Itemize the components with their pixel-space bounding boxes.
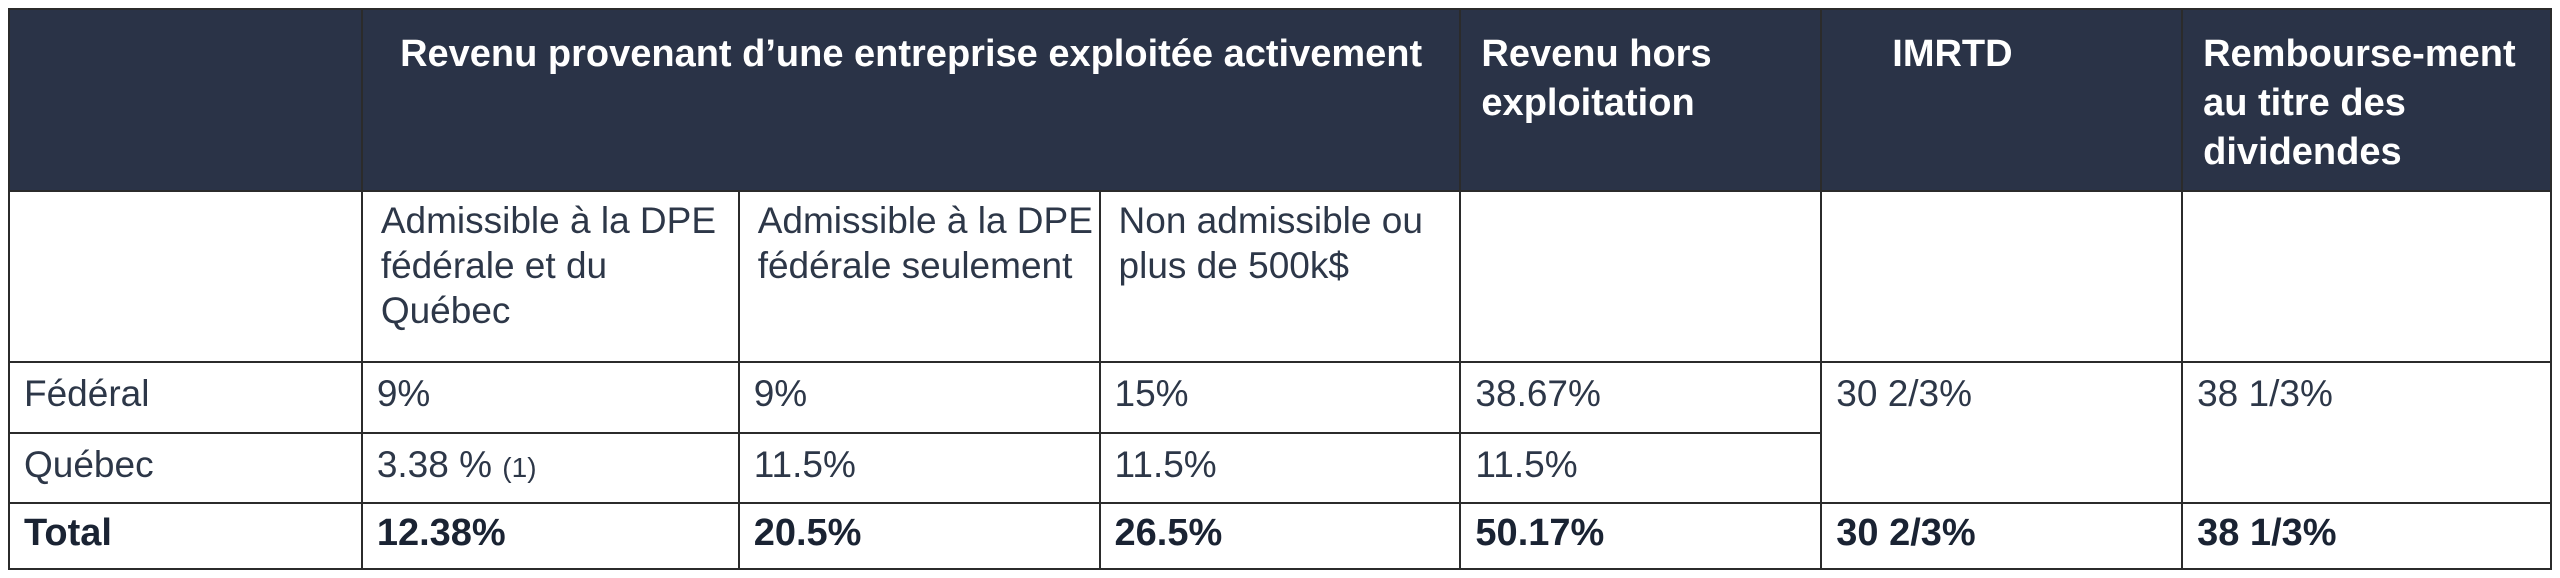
- table-row-federal: Fédéral 9% 9% 15% 38.67% 30 2/3% 38 1/3%: [8, 361, 2552, 505]
- cell-quebec-fed-qc-value: 3.38 %: [376, 443, 493, 485]
- subheader-empty-non-operating: [1459, 189, 1823, 364]
- cell-total-dividend-refund: 38 1/3%: [2181, 502, 2552, 570]
- cell-federal-fed-only: 9%: [737, 361, 1101, 434]
- header-non-operating: Revenu hors exploitation: [1459, 8, 1823, 192]
- footnote-marker: (1): [502, 451, 537, 483]
- cell-quebec-fed-only: 11.5%: [737, 431, 1101, 505]
- cell-quebec-fed-qc: 3.38 % (1): [360, 431, 740, 505]
- cell-imrtd-merged: 30 2/3%: [1820, 361, 2184, 505]
- row-label-total: Total: [8, 502, 363, 570]
- cell-quebec-non-eligible: 11.5%: [1098, 431, 1462, 505]
- tax-rate-table: Revenu provenant d’une entreprise exploi…: [8, 8, 2552, 570]
- tax-rate-table-container: Revenu provenant d’une entreprise exploi…: [8, 8, 2552, 570]
- subheader-fed-only: Admissible à la DPE fédérale seulement: [737, 189, 1101, 364]
- cell-total-non-operating: 50.17%: [1459, 502, 1823, 570]
- header-dividend-refund: Rembourse-ment au titre des dividendes: [2181, 8, 2552, 192]
- cell-dividend-refund-merged: 38 1/3%: [2181, 361, 2552, 505]
- table-row-quebec: Québec 3.38 % (1) 11.5% 11.5% 11.5%: [8, 431, 2551, 505]
- header-imrtd: IMRTD: [1820, 8, 2184, 192]
- cell-total-fed-qc: 12.38%: [360, 502, 740, 570]
- header-corner-cell: [8, 8, 363, 192]
- header-row: Revenu provenant d’une entreprise exploi…: [8, 8, 2552, 192]
- cell-federal-fed-qc: 9%: [360, 361, 740, 434]
- subheader-empty-imrtd: [1820, 189, 2184, 364]
- subheader-non-eligible: Non admissible ou plus de 500k$: [1098, 189, 1462, 364]
- cell-total-non-eligible: 26.5%: [1098, 502, 1462, 570]
- subheader-fed-qc: Admissible à la DPE fédérale et du Québe…: [360, 189, 740, 364]
- table-row-total: Total 12.38% 20.5% 26.5% 50.17% 30 2/3% …: [8, 502, 2552, 570]
- cell-quebec-non-operating: 11.5%: [1459, 431, 1823, 505]
- row-label-federal: Fédéral: [8, 361, 363, 434]
- row-label-quebec: Québec: [8, 431, 363, 505]
- cell-total-imrtd: 30 2/3%: [1820, 502, 2184, 570]
- cell-federal-non-eligible: 15%: [1098, 361, 1462, 434]
- subheader-empty-cell: [8, 189, 363, 364]
- subheader-empty-dividend: [2181, 189, 2552, 364]
- subheader-row: Admissible à la DPE fédérale et du Québe…: [8, 189, 2552, 364]
- cell-total-fed-only: 20.5%: [737, 502, 1101, 570]
- header-active-business: Revenu provenant d’une entreprise exploi…: [360, 8, 1462, 192]
- cell-federal-non-operating: 38.67%: [1459, 361, 1823, 434]
